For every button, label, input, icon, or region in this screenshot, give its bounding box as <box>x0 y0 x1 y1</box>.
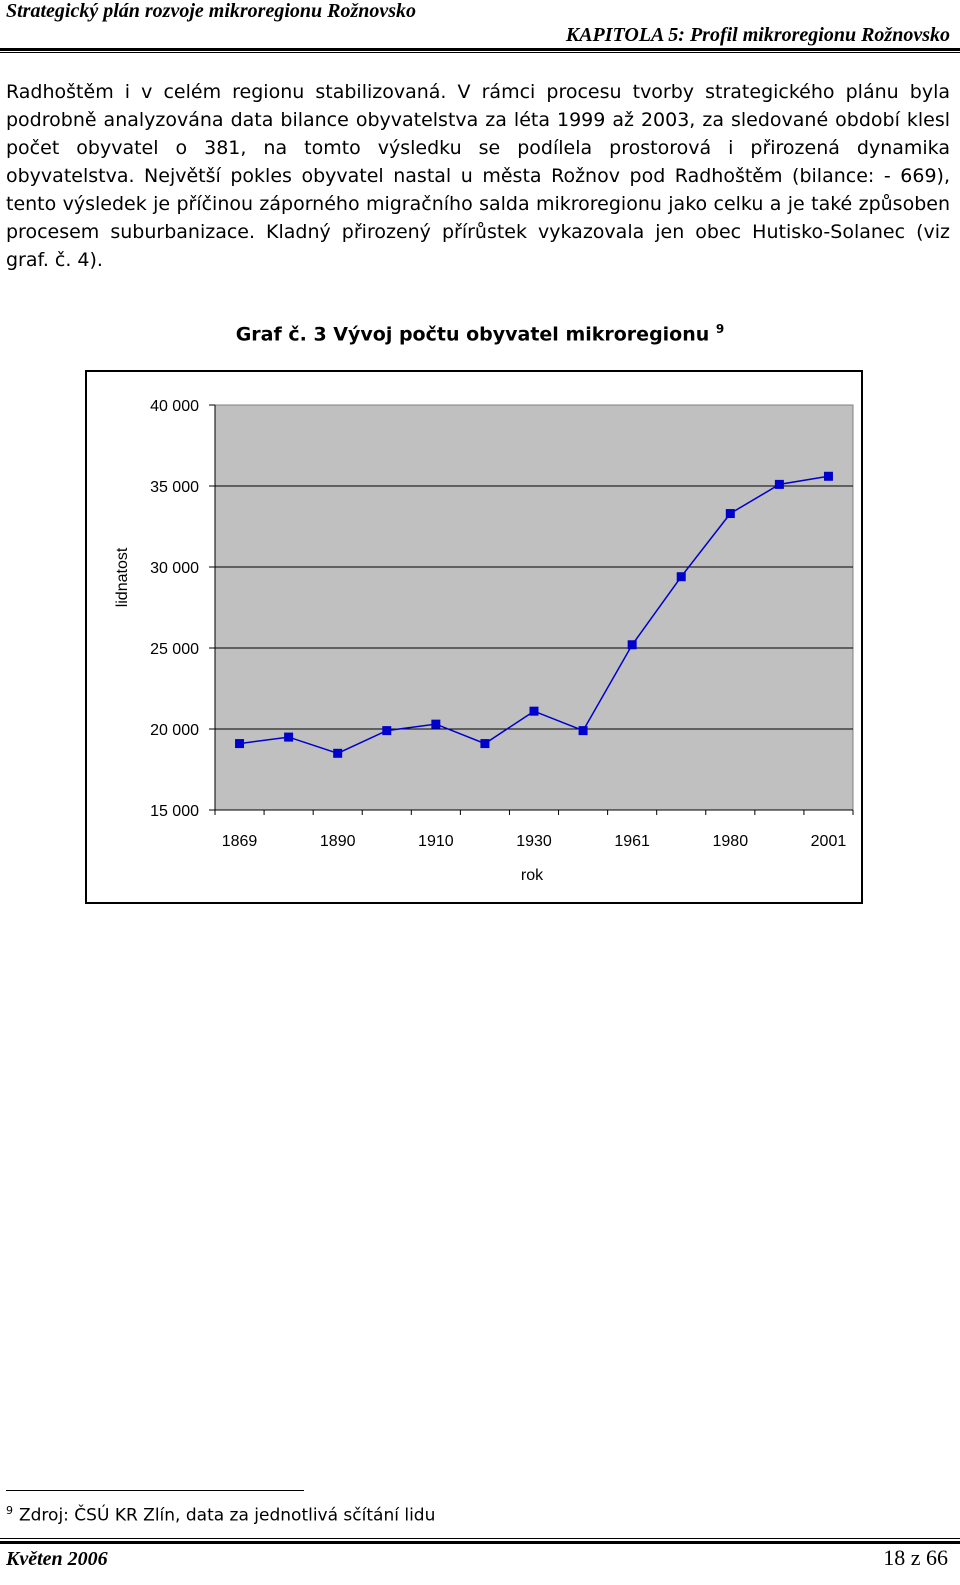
y-axis-label: lidnatost <box>114 547 131 607</box>
y-tick-label: 20 000 <box>150 722 199 739</box>
header-rule <box>0 48 960 51</box>
body-paragraph: Radhoštěm i v celém regionu stabilizovan… <box>6 81 950 271</box>
x-tick-label: 1869 <box>222 833 258 850</box>
x-tick-label: 1890 <box>320 833 356 850</box>
population-chart: 40 000 35 000 30 000 25 000 20 000 15 000 1869… <box>114 398 854 884</box>
figure-title: Graf č. 3 Vývoj počtu obyvatel mikroregi… <box>0 322 960 345</box>
header-chapter-title: KAPITOLA 5: Profil mikroregionu Rožnovsk… <box>565 24 950 46</box>
data-point <box>235 739 245 749</box>
x-tick-label: 1910 <box>418 833 454 850</box>
x-tick-label: 1930 <box>516 833 552 850</box>
y-tick-label: 40 000 <box>150 398 199 415</box>
x-tick-label: 1980 <box>713 833 749 850</box>
data-point <box>529 706 539 716</box>
data-point <box>774 479 784 489</box>
data-point <box>823 471 833 481</box>
x-axis-label: rok <box>521 867 544 884</box>
footer-rule-thin <box>0 1538 960 1539</box>
data-point <box>725 509 735 519</box>
data-point <box>284 732 294 742</box>
footer-page-number: 18 z 66 <box>883 1545 948 1570</box>
x-tick-label: 2001 <box>811 833 847 850</box>
data-point <box>382 726 392 736</box>
data-point <box>627 640 637 650</box>
footer-rule <box>0 1541 960 1544</box>
figure-footnote-ref: 9 <box>715 322 725 336</box>
header-document-title: Strategický plán rozvoje mikroregionu Ro… <box>6 0 417 22</box>
x-tick-label: 1961 <box>614 833 650 850</box>
y-tick-label: 30 000 <box>150 560 199 577</box>
data-point <box>431 719 441 729</box>
header-rule-thin <box>0 52 960 53</box>
footnote-rule <box>6 1490 304 1491</box>
data-point <box>676 572 686 582</box>
plot-area <box>214 404 854 811</box>
figure-title-text: Graf č. 3 Vývoj počtu obyvatel mikroregi… <box>235 323 710 346</box>
y-tick-label: 15 000 <box>150 803 199 820</box>
data-point <box>578 726 588 736</box>
data-point <box>480 739 490 749</box>
y-tick-label: 35 000 <box>150 479 199 496</box>
data-point <box>333 748 343 758</box>
footnote-text: Zdroj: ČSÚ KR Zlín, data za jednotlivá s… <box>19 1505 436 1526</box>
y-tick-label: 25 000 <box>150 641 199 658</box>
chart-frame: 40 000 35 000 30 000 25 000 20 000 15 000 1869… <box>85 370 863 904</box>
footnote: 9 Zdroj: ČSÚ KR Zlín, data za jednotlivá … <box>6 1504 435 1526</box>
footer-date: Květen 2006 <box>6 1548 108 1570</box>
footnote-number: 9 <box>6 1504 13 1517</box>
